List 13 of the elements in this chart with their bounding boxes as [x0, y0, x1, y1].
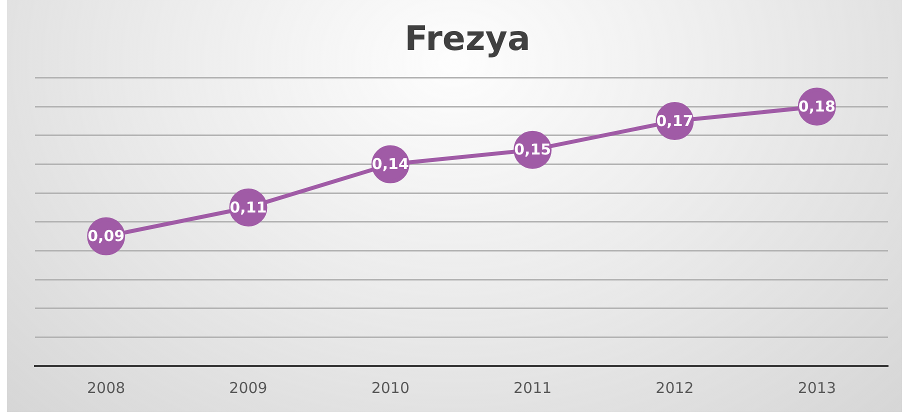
data-label: 0,14: [372, 155, 409, 174]
x-tick-label: 2013: [798, 378, 836, 397]
data-label: 0,09: [88, 227, 125, 246]
data-label: 0,11: [230, 198, 267, 216]
chart-title: Frezya: [404, 19, 530, 60]
x-tick-label: 2008: [86, 378, 126, 397]
data-label: 0,18: [798, 98, 836, 116]
x-tick-label: 2011: [513, 378, 552, 397]
data-label: 0,15: [514, 140, 552, 159]
x-tick-label: 2010: [371, 378, 410, 397]
data-label: 0,17: [656, 112, 694, 130]
x-tick-label: 2009: [229, 378, 268, 397]
x-tick-label: 2012: [656, 378, 694, 397]
